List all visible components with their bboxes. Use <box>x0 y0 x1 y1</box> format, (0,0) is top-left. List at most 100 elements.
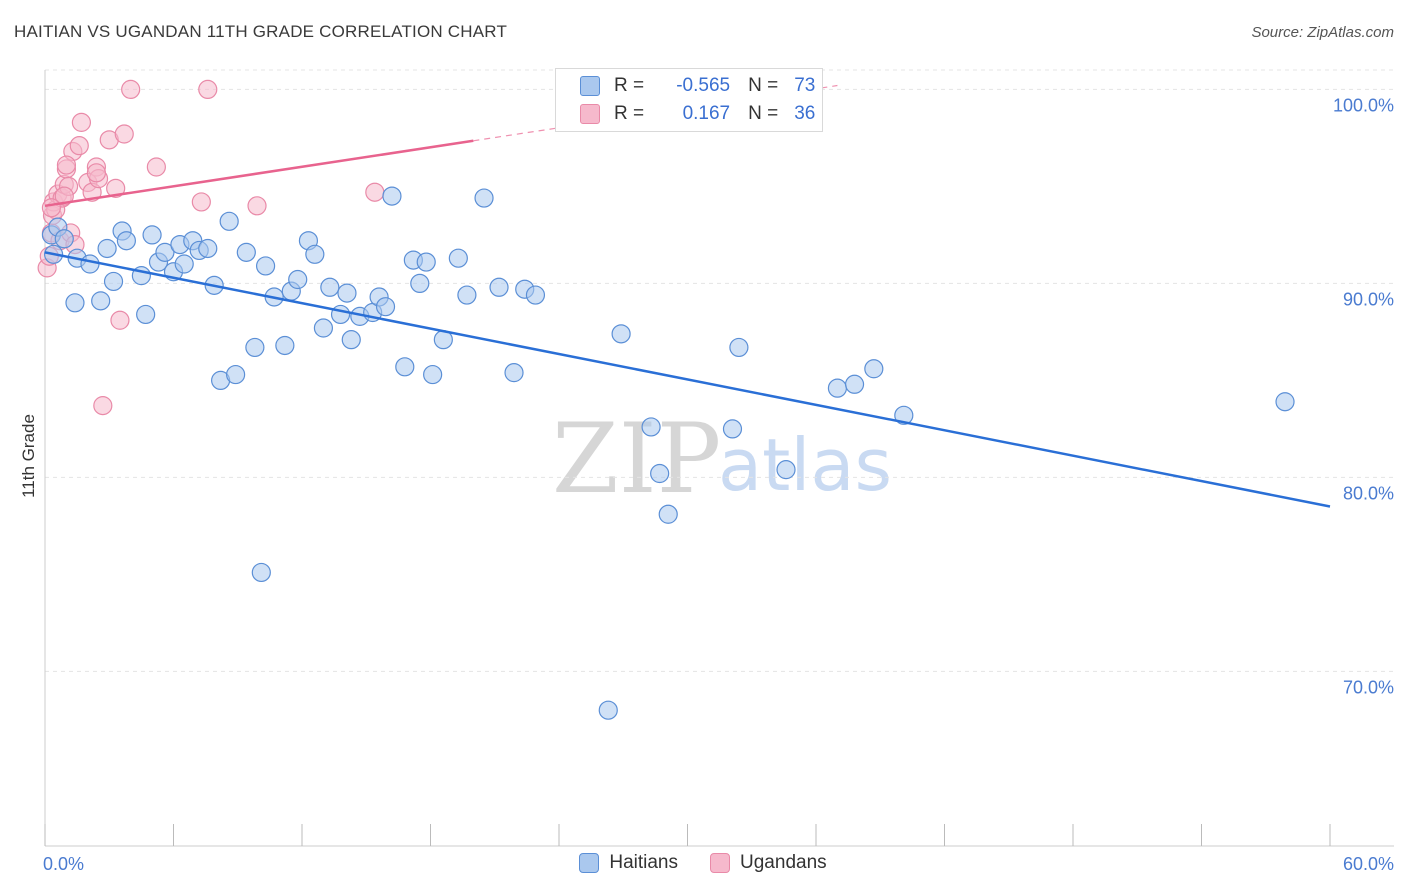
haitians-point <box>255 256 276 276</box>
legend-r-label: R = <box>614 103 645 124</box>
haitians-point <box>457 285 477 305</box>
haitians-point <box>776 460 796 480</box>
haitians-point <box>337 283 357 303</box>
ugandans-point <box>247 196 267 216</box>
legend-row-haitians: R = -0.565 N = 73 <box>580 73 815 99</box>
y-tick-label: 80.0% <box>1343 483 1394 503</box>
haitians-point <box>641 417 661 437</box>
y-tick-label: 100.0% <box>1333 95 1394 115</box>
ugandans-point <box>106 178 126 198</box>
haitians-point <box>251 562 271 583</box>
y-tick-label: 90.0% <box>1343 289 1394 309</box>
legend-n-value: 73 <box>794 75 816 96</box>
ugandans-point <box>54 186 74 206</box>
ugandans-swatch <box>580 104 600 124</box>
legend-n-label: N = <box>748 75 779 96</box>
haitians-point <box>844 374 865 394</box>
chart-title: HAITIAN VS UGANDAN 11TH GRADE CORRELATIO… <box>14 22 508 41</box>
legend-item-ugandans: Ugandans <box>710 852 827 874</box>
haitians-point <box>1275 392 1295 412</box>
haitians-point <box>103 271 124 292</box>
haitians-legend-swatch <box>579 853 600 873</box>
haitians-point <box>320 277 340 297</box>
legend-item-haitians: Haitians <box>579 852 678 874</box>
ugandans-point <box>110 310 130 330</box>
haitians-point <box>226 364 246 385</box>
x-tick-labels: 0.0% 60.0% <box>43 854 1394 874</box>
ugandans-legend-swatch <box>710 853 731 873</box>
haitians-point <box>198 238 218 259</box>
haitians-point <box>722 419 743 439</box>
haitians-point <box>448 248 468 268</box>
ugandans-point <box>41 198 62 218</box>
haitians-point <box>658 504 678 524</box>
ugandans-point <box>71 112 92 132</box>
haitians-point <box>729 337 749 358</box>
ugandans-legend-label: Ugandans <box>740 852 827 873</box>
haitians-point <box>611 324 631 344</box>
ugandans-point <box>191 192 211 212</box>
x-tick-label: 60.0% <box>1343 854 1394 874</box>
y-axis-label: 11th Grade <box>19 414 38 498</box>
haitians-swatch <box>580 76 600 96</box>
legend-n-value: 36 <box>794 103 816 124</box>
stats-legend: R = -0.565 N = 73 R = 0.167 N = 36 <box>555 68 823 132</box>
haitians-point <box>489 277 509 297</box>
haitians-point <box>116 231 136 251</box>
trend-lines <box>44 84 1331 508</box>
y-tick-labels: 70.0% 80.0% 90.0% 100.0% <box>1333 95 1394 697</box>
haitians-point <box>288 269 308 290</box>
ugandans-point <box>146 157 166 177</box>
ugandans-point <box>114 124 134 144</box>
haitians-point <box>305 244 325 264</box>
haitians-trend-line <box>44 251 1331 508</box>
haitians-point <box>894 405 914 425</box>
haitians-point <box>54 229 74 249</box>
haitians-point <box>80 254 100 274</box>
haitians-point <box>423 364 443 385</box>
legend-n-label: N = <box>748 103 779 124</box>
legend-row-ugandans: R = 0.167 N = 36 <box>580 101 815 127</box>
haitians-point <box>864 359 884 379</box>
grid-lines <box>45 69 1394 672</box>
haitians-point <box>275 335 295 356</box>
ugandans-point <box>56 155 77 175</box>
haitians-point <box>504 363 524 383</box>
haitians-point <box>525 285 546 305</box>
ugandans-point <box>69 136 89 156</box>
haitians-point <box>474 188 494 208</box>
series-legend: Haitians Ugandans <box>0 852 1406 874</box>
ugandans-point <box>365 182 385 202</box>
haitians-point <box>91 291 111 311</box>
watermark-atlas: atlas <box>718 423 892 507</box>
haitians-point <box>136 304 156 325</box>
haitians-point <box>827 378 848 398</box>
legend-r-value: 0.167 <box>682 103 731 124</box>
haitians-point <box>219 211 239 231</box>
haitians-point <box>174 254 194 274</box>
haitians-point <box>416 252 436 272</box>
haitians-point <box>65 293 85 313</box>
ugandans-point <box>93 396 113 416</box>
haitians-point <box>245 337 265 358</box>
y-tick-label: 70.0% <box>1343 677 1394 697</box>
ugandans-point <box>198 79 218 100</box>
haitians-point <box>598 700 618 720</box>
haitians-point <box>142 225 162 245</box>
ugandans-point <box>86 163 107 183</box>
haitians-point <box>375 297 396 317</box>
haitians-point <box>236 242 256 262</box>
watermark-zip: ZIP <box>552 403 721 515</box>
haitians-point <box>313 318 334 338</box>
watermark: ZIP atlas <box>552 403 892 515</box>
haitians-point <box>155 242 175 262</box>
haitians-point <box>382 186 402 206</box>
haitians-point <box>330 304 351 325</box>
haitians-point <box>97 238 117 259</box>
legend-r-label: R = <box>614 75 645 96</box>
ugandans-trend-line <box>44 139 474 208</box>
x-tick-label: 0.0% <box>43 854 84 874</box>
haitians-point <box>410 273 430 293</box>
haitians-point <box>650 463 670 484</box>
haitians-point <box>341 330 361 350</box>
